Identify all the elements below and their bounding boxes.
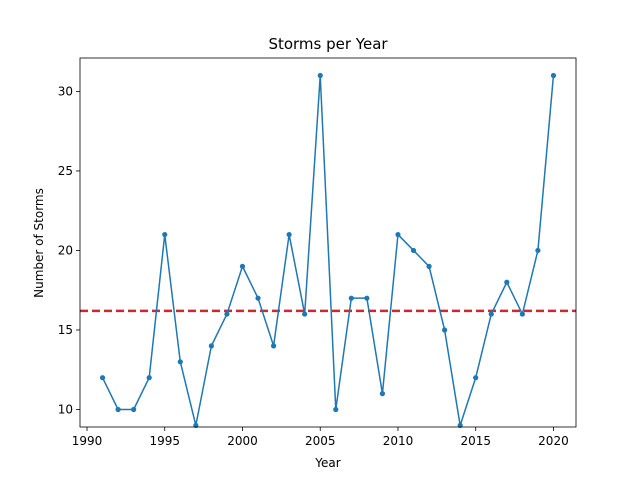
x-tick-label: 2010	[383, 434, 414, 448]
plot-area	[80, 72, 576, 429]
data-point	[177, 359, 183, 365]
plot-frame	[79, 57, 577, 428]
data-point	[488, 311, 494, 317]
data-point	[410, 247, 417, 254]
data-point	[270, 343, 277, 349]
data-point	[348, 295, 354, 301]
data-point	[395, 231, 401, 238]
data-point	[426, 263, 432, 269]
data-point	[302, 311, 308, 317]
y-tick-label: 10	[58, 403, 73, 417]
data-point	[333, 406, 339, 413]
data-point	[224, 311, 230, 317]
data-point	[146, 375, 152, 381]
data-point	[504, 279, 510, 285]
data-point	[239, 263, 246, 269]
x-tick-label: 2000	[227, 434, 258, 448]
data-point	[550, 72, 557, 79]
data-point	[535, 247, 541, 254]
data-point	[286, 231, 292, 238]
axes: 1990 1995 2000 2005 2010 2015 2020 10 15 20 25 30	[58, 57, 577, 448]
x-tick-label: 2020	[538, 434, 569, 448]
x-tick-label: 2015	[460, 434, 491, 448]
y-tick-label: 15	[58, 323, 73, 337]
data-point	[317, 72, 323, 79]
data-point	[162, 231, 168, 238]
y-tick-label: 20	[58, 243, 73, 257]
data-point	[519, 311, 525, 317]
y-tick-label: 25	[58, 164, 73, 178]
x-tick-label: 1990	[72, 434, 103, 448]
data-point	[99, 375, 106, 381]
x-tick-label: 2005	[305, 434, 336, 448]
y-tick-label: 30	[58, 84, 73, 98]
series-line	[101, 74, 555, 427]
y-axis-label: Number of Storms	[32, 188, 46, 298]
chart-title: Storms per Year	[268, 35, 388, 53]
data-point	[115, 406, 121, 413]
data-point	[442, 327, 448, 333]
data-point	[379, 390, 386, 397]
data-point	[364, 295, 370, 301]
data-point	[473, 375, 479, 381]
x-axis-label: Year	[314, 456, 340, 470]
data-point	[131, 406, 137, 413]
x-tick-label: 1995	[149, 434, 180, 448]
data-point	[255, 295, 261, 301]
data-point	[208, 343, 214, 349]
